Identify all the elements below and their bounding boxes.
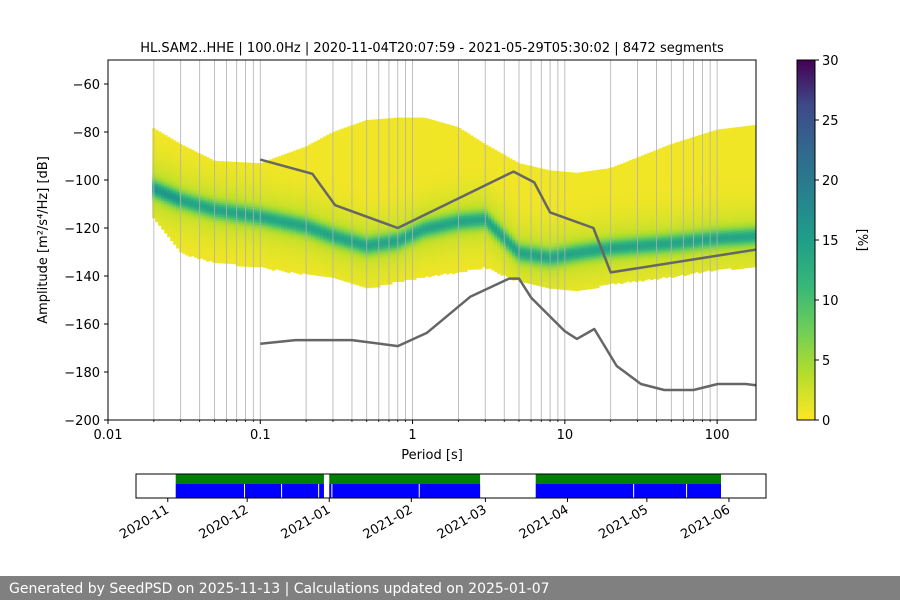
timeline-tick-label: 2021-05 (596, 502, 651, 542)
colorbar-scale (797, 60, 815, 420)
y-tick-label: −200 (64, 414, 100, 429)
timeline-ticks: 2020-11 2020-12 2021-01 2021-02 2021-03 2021-… (117, 498, 733, 543)
colorbar-tick-label: 0 (822, 414, 830, 429)
colorbar: 0 5 10 15 20 25 30 [%] (797, 54, 869, 429)
data-bar (176, 484, 324, 498)
chart-title: HL.SAM2..HHE | 100.0Hz | 2020-11-04T20:0… (140, 41, 724, 56)
coverage-bar (176, 474, 324, 484)
colorbar-tick-label: 20 (822, 174, 839, 189)
colorbar-label: [%] (854, 229, 869, 252)
data-availability-timeline: 2020-11 2020-12 2021-01 2021-02 2021-03 2021-… (117, 474, 766, 543)
timeline-tick-label: 2021-06 (678, 502, 733, 542)
timeline-bars (176, 474, 721, 498)
data-bar (536, 484, 721, 498)
timeline-tick-label: 2021-03 (435, 502, 490, 542)
footer-text: Generated by SeedPSD on 2025-11-13 | Cal… (9, 581, 550, 597)
colorbar-ticks: 0 5 10 15 20 25 30 (815, 54, 839, 429)
timeline-tick-label: 2020-12 (197, 502, 252, 542)
y-tick-label: −120 (64, 222, 100, 237)
data-bar (329, 484, 480, 498)
density-heatmap (152, 118, 758, 291)
x-tick-label: 1 (408, 428, 416, 443)
timeline-tick-label: 2021-01 (279, 502, 334, 542)
x-tick-label: 100 (705, 428, 730, 443)
y-tick-label: −100 (64, 174, 100, 189)
coverage-bar (536, 474, 721, 484)
y-axis-label: Amplitude [m²/s⁴/Hz] [dB] (36, 156, 51, 324)
y-tick-label: −80 (73, 126, 100, 141)
psd-figure: HL.SAM2..HHE | 100.0Hz | 2020-11-04T20:0… (0, 0, 900, 576)
x-tick-label: 10 (557, 428, 574, 443)
colorbar-tick-label: 30 (822, 54, 839, 69)
y-tick-label: −140 (64, 270, 100, 285)
x-tick-label: 0.01 (94, 428, 123, 443)
low-noise-model-line (260, 279, 756, 390)
psd-plot: HL.SAM2..HHE | 100.0Hz | 2020-11-04T20:0… (36, 41, 759, 463)
colorbar-tick-label: 5 (822, 354, 830, 369)
footer-bar: Generated by SeedPSD on 2025-11-13 | Cal… (0, 576, 900, 600)
colorbar-tick-label: 15 (822, 234, 839, 249)
y-tick-label: −160 (64, 318, 100, 333)
timeline-tick-label: 2021-02 (361, 502, 416, 542)
y-tick-label: −60 (73, 78, 100, 93)
timeline-tick-label: 2020-11 (117, 502, 172, 542)
y-tick-label: −180 (64, 366, 100, 381)
colorbar-tick-label: 25 (822, 114, 839, 129)
coverage-bar (329, 474, 480, 484)
colorbar-tick-label: 10 (822, 294, 839, 309)
x-tick-label: 0.1 (250, 428, 271, 443)
x-axis-label: Period [s] (401, 448, 463, 463)
timeline-tick-label: 2021-04 (517, 502, 572, 542)
